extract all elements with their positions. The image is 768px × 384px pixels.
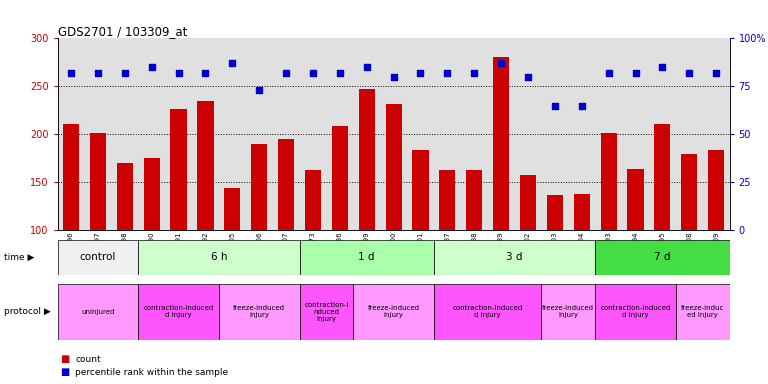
Bar <box>708 150 724 230</box>
Point <box>548 103 561 109</box>
Text: freeze-induced
injury: freeze-induced injury <box>542 306 594 318</box>
Bar <box>541 284 595 340</box>
Text: ■: ■ <box>60 367 69 377</box>
Point <box>65 70 77 76</box>
Bar <box>138 284 219 340</box>
Point <box>414 70 426 76</box>
Point <box>656 64 668 70</box>
Bar <box>439 170 455 230</box>
Bar <box>278 139 294 230</box>
Text: ■: ■ <box>60 354 69 364</box>
Point <box>629 70 641 76</box>
Bar <box>332 126 348 230</box>
Point <box>360 64 372 70</box>
Bar <box>601 134 617 230</box>
Bar <box>676 284 730 340</box>
Bar <box>300 284 353 340</box>
Text: contraction-induced
d injury: contraction-induced d injury <box>452 306 523 318</box>
Text: freeze-induced
injury: freeze-induced injury <box>368 306 419 318</box>
Point <box>172 70 184 76</box>
Bar <box>219 284 300 340</box>
Point <box>226 60 238 66</box>
Bar <box>681 154 697 230</box>
Point <box>333 70 346 76</box>
Text: uninjured: uninjured <box>81 309 114 315</box>
Bar <box>574 194 590 230</box>
Point <box>387 74 399 80</box>
Text: time ▶: time ▶ <box>4 253 35 262</box>
Bar <box>251 144 267 230</box>
Point <box>602 70 614 76</box>
Bar <box>595 284 676 340</box>
Point <box>306 70 319 76</box>
Bar <box>412 150 429 230</box>
Bar <box>58 284 138 340</box>
Point <box>280 70 292 76</box>
Text: freeze-induc
ed injury: freeze-induc ed injury <box>681 306 724 318</box>
Point <box>468 70 480 76</box>
Bar <box>654 124 670 230</box>
Point <box>253 87 265 93</box>
Point <box>710 70 722 76</box>
Point <box>91 70 104 76</box>
Bar <box>58 240 138 275</box>
Bar <box>170 109 187 230</box>
Bar <box>434 284 541 340</box>
Bar <box>353 284 434 340</box>
Text: protocol ▶: protocol ▶ <box>4 308 51 316</box>
Bar <box>305 170 321 230</box>
Point <box>145 64 157 70</box>
Point <box>441 70 453 76</box>
Point <box>575 103 588 109</box>
Bar <box>434 240 595 275</box>
Text: percentile rank within the sample: percentile rank within the sample <box>75 368 228 377</box>
Bar <box>627 169 644 230</box>
Bar <box>595 240 730 275</box>
Bar <box>359 89 375 230</box>
Bar <box>300 240 434 275</box>
Text: contraction-induced
d injury: contraction-induced d injury <box>144 306 214 318</box>
Text: contraction-induced
d injury: contraction-induced d injury <box>601 306 670 318</box>
Bar <box>224 188 240 230</box>
Point <box>199 70 211 76</box>
Point <box>118 70 131 76</box>
Bar <box>90 134 106 230</box>
Bar <box>386 104 402 230</box>
Text: contraction-i
nduced
injury: contraction-i nduced injury <box>304 302 349 322</box>
Text: count: count <box>75 354 101 364</box>
Point <box>683 70 695 76</box>
Bar <box>63 124 79 230</box>
Bar <box>493 56 509 230</box>
Bar <box>117 163 133 230</box>
Bar <box>466 170 482 230</box>
Text: GDS2701 / 103309_at: GDS2701 / 103309_at <box>58 25 187 38</box>
Bar <box>138 240 300 275</box>
Bar <box>547 195 563 230</box>
Text: 3 d: 3 d <box>506 252 523 262</box>
Text: control: control <box>80 252 116 262</box>
Bar <box>197 101 214 230</box>
Point <box>521 74 534 80</box>
Text: 6 h: 6 h <box>210 252 227 262</box>
Bar <box>144 158 160 230</box>
Text: 7 d: 7 d <box>654 252 670 262</box>
Text: 1 d: 1 d <box>359 252 375 262</box>
Text: freeze-induced
injury: freeze-induced injury <box>233 306 285 318</box>
Bar <box>520 175 536 230</box>
Point <box>495 60 507 66</box>
